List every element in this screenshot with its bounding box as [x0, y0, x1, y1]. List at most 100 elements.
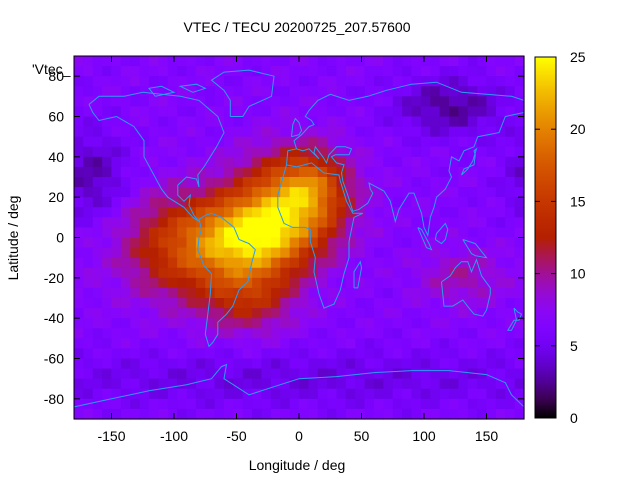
- heatmap-cell: [214, 267, 225, 279]
- heatmap-cell: [402, 197, 413, 208]
- heatmap-cell: [214, 126, 225, 138]
- heatmap-cell: [430, 156, 441, 168]
- colorbar-tick-label: 5: [570, 338, 578, 354]
- heatmap-cell: [83, 277, 94, 289]
- heatmap-cell: [449, 378, 459, 390]
- heatmap-cell: [224, 358, 234, 370]
- heatmap-cell: [364, 308, 375, 319]
- heatmap-cell: [477, 136, 488, 148]
- heatmap-cell: [177, 358, 188, 370]
- heatmap-cell: [289, 378, 300, 390]
- heatmap-cell: [205, 368, 216, 380]
- heatmap-cell: [392, 237, 403, 249]
- heatmap-cell: [120, 398, 131, 410]
- heatmap-cell: [74, 358, 84, 370]
- heatmap-cell: [374, 398, 384, 410]
- heatmap-cell: [505, 408, 516, 420]
- heatmap-cell: [261, 388, 272, 400]
- heatmap-cell: [186, 247, 197, 259]
- heatmap-cell: [158, 146, 169, 158]
- heatmap-cell: [149, 298, 159, 309]
- heatmap-cell: [120, 96, 131, 108]
- heatmap-cell: [458, 378, 469, 390]
- heatmap-cell: [242, 298, 253, 309]
- heatmap-cell: [111, 116, 122, 128]
- heatmap-cell: [149, 177, 159, 188]
- heatmap-cell: [149, 116, 159, 128]
- heatmap-cell: [308, 56, 319, 67]
- heatmap-cell: [317, 358, 328, 370]
- heatmap-cell: [439, 338, 450, 350]
- heatmap-cell: [130, 136, 141, 148]
- heatmap-cell: [430, 388, 441, 400]
- heatmap-cell: [392, 408, 403, 420]
- heatmap-cell: [495, 338, 506, 350]
- heatmap-cell: [149, 86, 159, 97]
- heatmap-cell: [186, 388, 197, 400]
- heatmap-cell: [336, 136, 347, 148]
- heatmap-cell: [280, 277, 291, 289]
- heatmap-cell: [149, 358, 159, 370]
- heatmap-cell: [130, 187, 141, 198]
- heatmap-cell: [233, 126, 244, 138]
- heatmap-cell: [430, 237, 441, 249]
- heatmap-cell: [242, 146, 253, 158]
- heatmap-cell: [139, 136, 150, 148]
- heatmap-cell: [92, 166, 103, 178]
- heatmap-cell: [186, 338, 197, 350]
- heatmap-cell: [139, 76, 150, 87]
- heatmap-cell: [139, 187, 150, 198]
- heatmap-cell: [111, 287, 122, 299]
- heatmap-cell: [214, 398, 225, 410]
- heatmap-cell: [158, 277, 169, 289]
- heatmap-cell: [83, 408, 94, 420]
- heatmap-cell: [289, 388, 300, 400]
- heatmap-cell: [505, 66, 516, 77]
- heatmap-cell: [505, 86, 516, 97]
- heatmap-cell: [439, 277, 450, 289]
- heatmap-cell: [130, 348, 141, 360]
- heatmap-cell: [214, 156, 225, 168]
- heatmap-cell: [242, 56, 253, 67]
- heatmap-cell: [336, 76, 347, 87]
- heatmap-cell: [458, 66, 469, 77]
- heatmap-cell: [327, 217, 338, 229]
- heatmap-cell: [120, 197, 131, 208]
- heatmap-cell: [430, 187, 441, 198]
- heatmap-cell: [449, 328, 459, 339]
- heatmap-cell: [495, 388, 506, 400]
- heatmap-cell: [224, 348, 234, 360]
- heatmap-cell: [383, 368, 394, 380]
- heatmap-cell: [270, 408, 281, 420]
- heatmap-cell: [420, 217, 431, 229]
- heatmap-cell: [345, 247, 356, 259]
- heatmap-cell: [411, 187, 422, 198]
- heatmap-cell: [402, 237, 413, 249]
- heatmap-cell: [439, 76, 450, 87]
- heatmap-cell: [233, 197, 244, 208]
- heatmap-cell: [261, 86, 272, 97]
- heatmap-cell: [280, 378, 291, 390]
- heatmap-cell: [205, 187, 216, 198]
- heatmap-cell: [214, 237, 225, 249]
- heatmap-cell: [495, 358, 506, 370]
- heatmap-cell: [317, 398, 328, 410]
- heatmap-cell: [327, 388, 338, 400]
- heatmap-cell: [111, 197, 122, 208]
- heatmap-cell: [392, 308, 403, 319]
- heatmap-cell: [149, 308, 159, 319]
- heatmap-cell: [383, 318, 394, 329]
- heatmap-cell: [458, 187, 469, 198]
- heatmap-cell: [149, 328, 159, 339]
- heatmap-cell: [402, 408, 413, 420]
- heatmap-cell: [514, 277, 525, 289]
- heatmap-cell: [477, 398, 488, 410]
- heatmap-cell: [299, 257, 309, 269]
- heatmap-cell: [242, 86, 253, 97]
- heatmap-cell: [327, 197, 338, 208]
- heatmap-cell: [289, 237, 300, 249]
- heatmap-cell: [458, 308, 469, 319]
- heatmap-cell: [233, 227, 244, 239]
- heatmap-cell: [458, 227, 469, 239]
- heatmap-cell: [308, 86, 319, 97]
